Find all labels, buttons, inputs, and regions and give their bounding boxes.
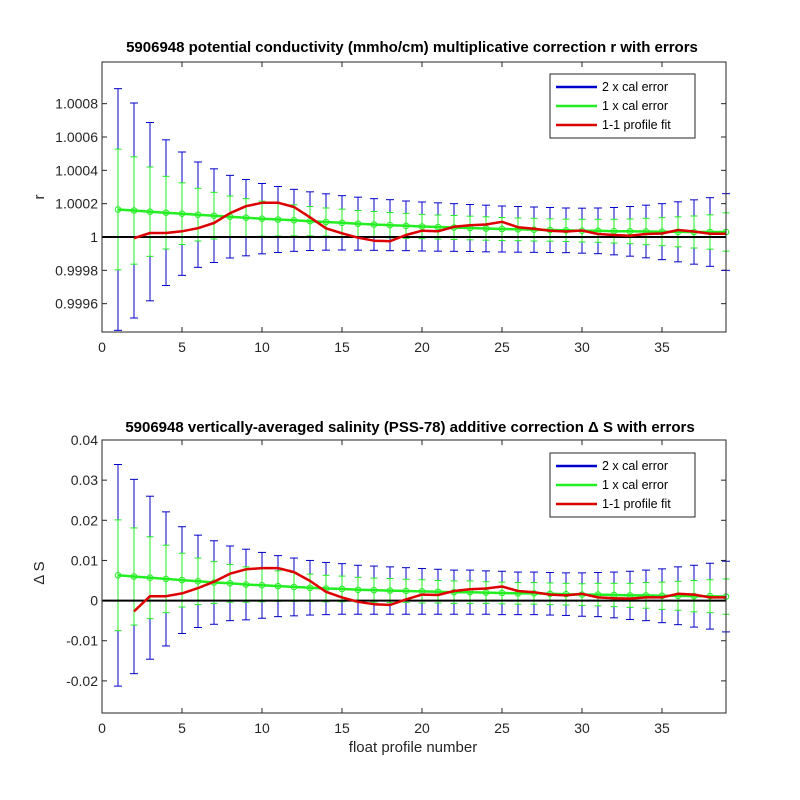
y-tick-label: 0.04 (71, 432, 98, 448)
data-point (434, 223, 442, 231)
data-point (290, 583, 298, 591)
y-tick-label: 1.0008 (55, 96, 98, 112)
data-point (194, 211, 202, 218)
x-tick-label: 5 (178, 339, 186, 355)
data-point (114, 571, 122, 579)
chart-title: 5906948 vertically-averaged salinity (PS… (125, 419, 694, 436)
legend-label-2x-cal-error: 2 x cal error (602, 459, 668, 473)
data-point (418, 223, 426, 230)
legend-label-1x-cal-error: 1 x cal error (602, 478, 668, 492)
data-point (178, 210, 186, 217)
cal-estimate-line (117, 574, 727, 598)
data-point (114, 206, 122, 213)
data-point (386, 587, 394, 594)
data-point (130, 573, 138, 580)
data-point (386, 221, 394, 229)
data-point (354, 220, 362, 227)
legend-label-profile-fit: 1-1 profile fit (602, 118, 671, 132)
data-point (226, 580, 234, 587)
data-point (274, 216, 282, 223)
x-tick-label: 10 (254, 720, 270, 736)
x-tick-label: 15 (334, 720, 350, 736)
data-point (146, 208, 154, 215)
x-tick-label: 35 (654, 720, 670, 736)
data-point (242, 214, 250, 221)
data-point (242, 581, 250, 588)
y-tick-label: 0.9998 (55, 262, 98, 278)
data-point (354, 586, 362, 594)
y-tick-label: 0 (90, 593, 98, 609)
x-tick-label: 30 (574, 720, 590, 736)
y-tick-label: -0.01 (66, 633, 98, 649)
y-tick-label: 1.0002 (55, 196, 98, 212)
x-tick-label: 10 (254, 339, 270, 355)
y-tick-label: 0.02 (71, 512, 98, 528)
x-tick-label: 0 (98, 720, 106, 736)
y-tick-label: 1.0004 (55, 162, 98, 178)
x-tick-label: 35 (654, 339, 670, 355)
chart-title: 5906948 potential conductivity (mmho/cm)… (126, 39, 698, 56)
data-point (370, 221, 378, 228)
top-chart-panel: 5906948 potential conductivity (mmho/cm)… (31, 39, 730, 355)
data-point (498, 589, 506, 597)
data-point (338, 219, 346, 227)
cal-estimate-line (117, 208, 726, 234)
data-point (290, 217, 298, 224)
legend-label-1x-cal-error: 1 x cal error (602, 99, 668, 113)
y-tick-label: -0.02 (66, 673, 98, 689)
data-point (178, 576, 186, 584)
data-point (146, 574, 154, 582)
series-1-x-cal-error (114, 519, 730, 632)
series-line-profile-fit (133, 566, 726, 613)
data-point (626, 228, 634, 235)
data-point (322, 218, 330, 226)
data-point (258, 582, 266, 589)
y-tick-label: 1 (90, 229, 98, 245)
x-tick-label: 25 (494, 720, 510, 736)
legend-label-profile-fit: 1-1 profile fit (602, 497, 671, 511)
x-tick-label: 30 (574, 339, 590, 355)
data-point (482, 589, 490, 596)
axes-border (101, 439, 727, 714)
data-point (130, 207, 138, 214)
y-axis-label: r (31, 195, 48, 200)
legend: 2 x cal error 1 x cal error 1-1 profile … (549, 452, 696, 518)
data-point (162, 209, 170, 216)
y-tick-label: 0.03 (71, 472, 98, 488)
data-point (162, 575, 170, 583)
series-line-profile-fit (133, 201, 726, 243)
x-tick-label: 20 (414, 720, 430, 736)
data-point (338, 585, 346, 593)
axes-border (101, 61, 727, 333)
data-point (370, 586, 378, 594)
legend: 2 x cal error 1 x cal error 1-1 profile … (549, 73, 696, 139)
data-point (498, 225, 506, 233)
data-point (306, 584, 314, 592)
legend-label-2x-cal-error: 2 x cal error (602, 80, 668, 94)
x-tick-label: 25 (494, 339, 510, 355)
bottom-chart-panel: 5906948 vertically-averaged salinity (PS… (31, 419, 730, 756)
y-axis-label: Δ S (31, 561, 48, 584)
data-point (402, 587, 410, 595)
y-tick-label: 0.9996 (55, 296, 98, 312)
x-tick-label: 0 (98, 339, 106, 355)
x-tick-label: 20 (414, 339, 430, 355)
x-tick-label: 5 (178, 720, 186, 736)
y-tick-label: 1.0006 (55, 129, 98, 145)
y-tick-label: 0.01 (71, 552, 98, 568)
x-tick-label: 15 (334, 339, 350, 355)
data-point (274, 582, 282, 590)
data-point (402, 222, 410, 230)
x-axis-label: float profile number (349, 739, 477, 756)
data-point (194, 578, 202, 585)
series-1-x-cal-error (114, 148, 730, 271)
data-point (258, 215, 266, 222)
data-point (210, 212, 218, 219)
